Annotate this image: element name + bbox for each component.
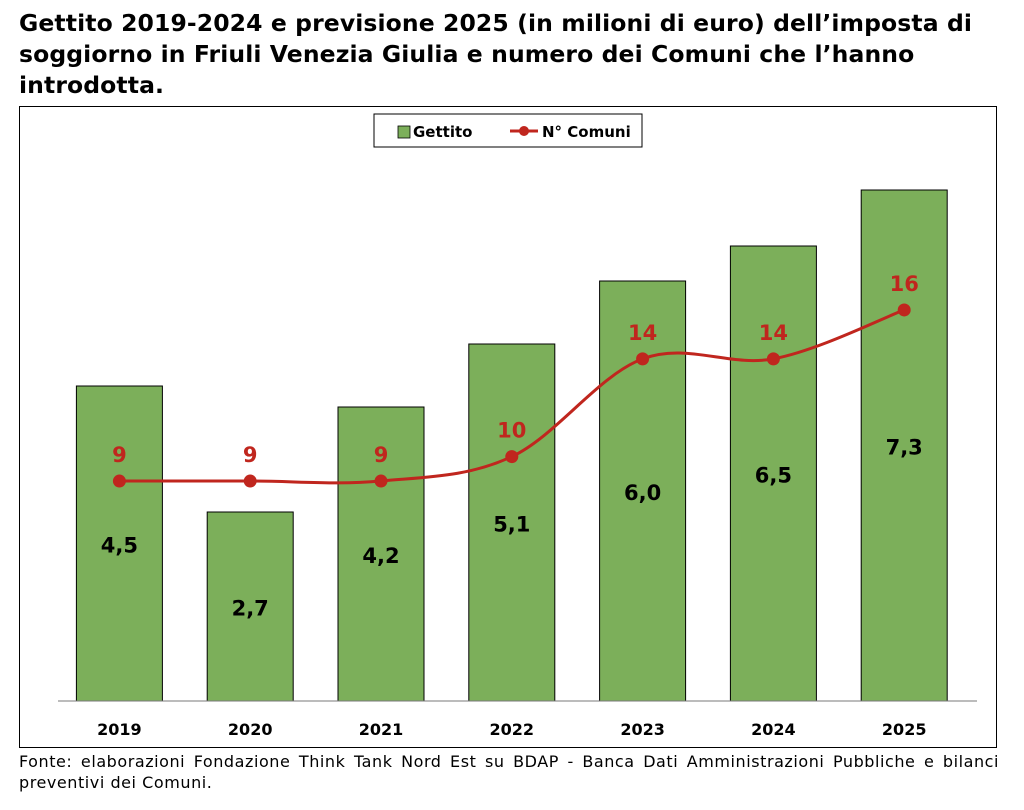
chart-title: Gettito 2019-2024 e previsione 2025 (in … (19, 9, 973, 99)
line-point-2022 (505, 450, 519, 464)
bar-2020 (206, 511, 294, 702)
legend-box (373, 113, 643, 148)
bar-value-label-2024: 6,5 (755, 464, 792, 488)
line-value-label-2020: 9 (243, 443, 258, 467)
bar-2025 (860, 189, 948, 702)
x-tick-label-2025: 2025 (882, 720, 927, 739)
x-tick-label-2022: 2022 (490, 720, 535, 739)
line-point-2020 (243, 474, 257, 488)
x-tick-label-2024: 2024 (751, 720, 796, 739)
chart-frame: 4,5 2,7 4,2 5,1 6,0 6,5 7,3 9 9 9 10 14 14 16 2019 20… (19, 106, 997, 748)
tick-labels: 2019 2020 2021 2022 2023 2024 2025 (97, 720, 926, 739)
legend: Gettito N° Comuni (373, 113, 643, 148)
bar-2021 (337, 406, 425, 702)
bars-layer: 4,5 2,7 4,2 5,1 6,0 6,5 7,3 (75, 189, 948, 702)
x-tick-label-2020: 2020 (228, 720, 273, 739)
bar-value-label-2021: 4,2 (362, 544, 399, 568)
line-value-label-2022: 10 (497, 419, 526, 443)
x-tick-label-2019: 2019 (97, 720, 142, 739)
legend-swatch-gettito (397, 125, 411, 139)
bar-value-label-2025: 7,3 (886, 436, 923, 460)
legend-marker-comuni (519, 126, 529, 136)
line-point-2025 (897, 303, 911, 317)
line-value-label-2019: 9 (112, 443, 127, 467)
source-note: Fonte: elaborazioni Fondazione Think Tan… (19, 752, 999, 792)
bar-2019 (75, 385, 163, 702)
x-tick-label-2023: 2023 (620, 720, 665, 739)
bar-2022 (468, 343, 556, 702)
line-layer: 9 9 9 10 14 14 16 (112, 272, 919, 488)
line-value-label-2024: 14 (759, 321, 788, 345)
line-value-label-2025: 16 (890, 272, 919, 296)
line-point-2023 (636, 352, 650, 366)
bar-value-label-2020: 2,7 (232, 597, 269, 621)
line-value-label-2023: 14 (628, 321, 657, 345)
line-point-2024 (766, 352, 780, 366)
legend-label-comuni: N° Comuni (542, 123, 631, 141)
legend-label-gettito: Gettito (413, 123, 472, 141)
line-value-label-2021: 9 (374, 443, 389, 467)
bar-2024 (729, 245, 817, 702)
bar-value-label-2019: 4,5 (101, 534, 138, 558)
bar-value-label-2022: 5,1 (493, 513, 530, 537)
bar-value-label-2023: 6,0 (624, 481, 661, 505)
line-point-2019 (112, 474, 126, 488)
line-point-2021 (374, 474, 388, 488)
bar-2023 (599, 280, 687, 702)
x-tick-label-2021: 2021 (359, 720, 404, 739)
